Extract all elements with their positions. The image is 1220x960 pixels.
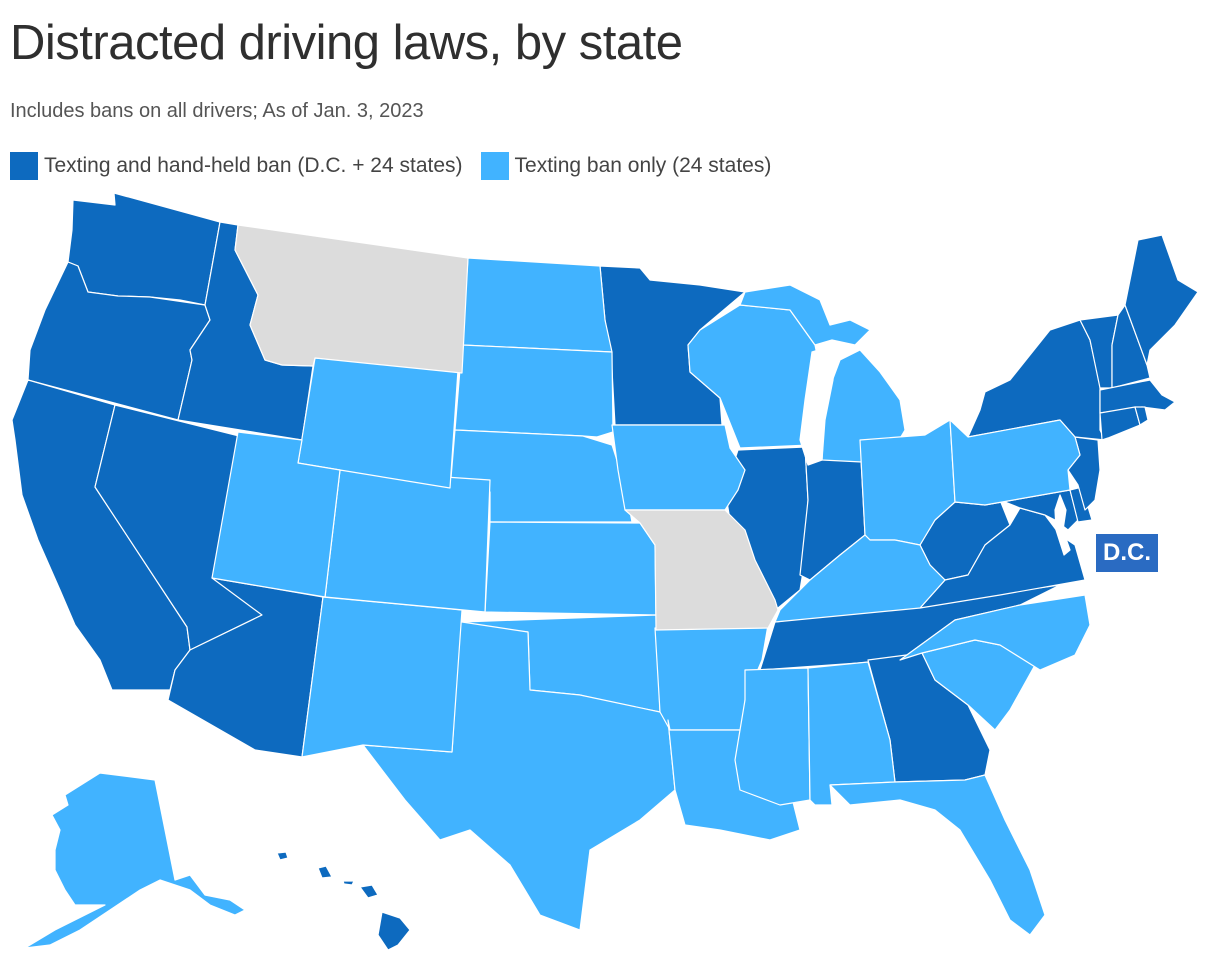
state-hi-big (377, 911, 411, 951)
legend: Texting and hand-held ban (D.C. + 24 sta… (10, 152, 771, 180)
state-co (324, 469, 491, 613)
state-nd (461, 257, 613, 353)
state-de (1069, 486, 1093, 523)
state-ri (1134, 406, 1149, 426)
state-va (919, 507, 1086, 609)
state-nm (301, 596, 463, 758)
state-ut (211, 431, 341, 598)
state-mi-up (739, 284, 871, 346)
state-ms (734, 667, 811, 806)
state-mt (234, 224, 469, 374)
state-mo (624, 509, 779, 631)
water (799, 344, 1071, 556)
state-fl (829, 774, 1046, 936)
legend-item-handheld: Texting and hand-held ban (D.C. + 24 sta… (10, 152, 463, 180)
state-wa (67, 192, 221, 306)
subtitle: Includes bans on all drivers; As of Jan.… (10, 100, 424, 122)
state-nc (899, 594, 1091, 671)
state-ia (611, 424, 746, 511)
state-ky (774, 534, 946, 623)
legend-label-texting: Texting ban only (24 states) (514, 154, 772, 177)
state-hi-oahu (317, 865, 333, 879)
state-hi-molokai (342, 880, 355, 886)
state-sd (454, 344, 614, 438)
state-ks (484, 521, 657, 616)
legend-swatch-handheld (10, 152, 38, 180)
legend-label-handheld: Texting and hand-held ban (D.C. + 24 sta… (44, 154, 463, 177)
texting-only-states (24, 257, 1091, 949)
us-map (11, 192, 1199, 951)
legend-swatch-texting (480, 152, 509, 180)
state-hi-maui (359, 884, 379, 899)
dc-label: D.C. (1096, 534, 1158, 572)
state-me (1124, 234, 1199, 366)
no-ban-states (234, 224, 779, 631)
state-hi-kauai (276, 851, 289, 861)
state-ct (1099, 406, 1141, 441)
handheld-states (11, 192, 1199, 951)
chesapeake-bay (1054, 494, 1071, 556)
state-pa (949, 419, 1081, 506)
state-ny (967, 319, 1106, 441)
legend-item-texting: Texting ban only (24 states) (480, 152, 772, 180)
page-title: Distracted driving laws, by state (10, 16, 683, 70)
state-ak (24, 772, 246, 949)
lake-michigan (799, 344, 836, 466)
